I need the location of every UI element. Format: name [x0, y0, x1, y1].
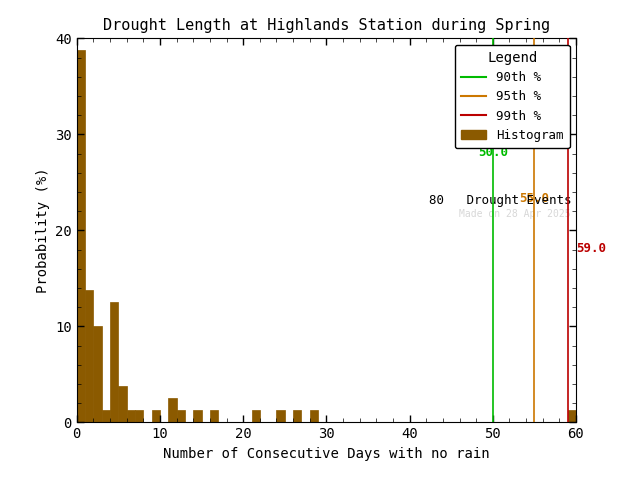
Bar	[77, 50, 85, 422]
Bar	[177, 410, 185, 422]
Y-axis label: Probability (%): Probability (%)	[36, 168, 50, 293]
Bar	[118, 386, 127, 422]
Text: 50.0: 50.0	[478, 146, 508, 159]
Bar	[168, 398, 177, 422]
Text: Made on 28 Apr 2025: Made on 28 Apr 2025	[460, 209, 571, 219]
Bar	[210, 410, 218, 422]
Bar	[102, 410, 110, 422]
Bar	[152, 410, 160, 422]
Bar	[127, 410, 135, 422]
Text: 80   Drought Events: 80 Drought Events	[429, 194, 571, 207]
Bar	[568, 410, 576, 422]
Text: 59.0: 59.0	[576, 242, 606, 255]
Title: Drought Length at Highlands Station during Spring: Drought Length at Highlands Station duri…	[103, 18, 550, 33]
Legend: 90th %, 95th %, 99th %, Histogram: 90th %, 95th %, 99th %, Histogram	[455, 45, 570, 148]
Bar	[135, 410, 143, 422]
Bar	[293, 410, 301, 422]
Bar	[276, 410, 285, 422]
Bar	[93, 326, 102, 422]
Bar	[110, 302, 118, 422]
Bar	[310, 410, 318, 422]
X-axis label: Number of Consecutive Days with no rain: Number of Consecutive Days with no rain	[163, 447, 490, 461]
Bar	[252, 410, 260, 422]
Bar	[85, 290, 93, 422]
Bar	[193, 410, 202, 422]
Text: 55.0: 55.0	[520, 192, 549, 205]
